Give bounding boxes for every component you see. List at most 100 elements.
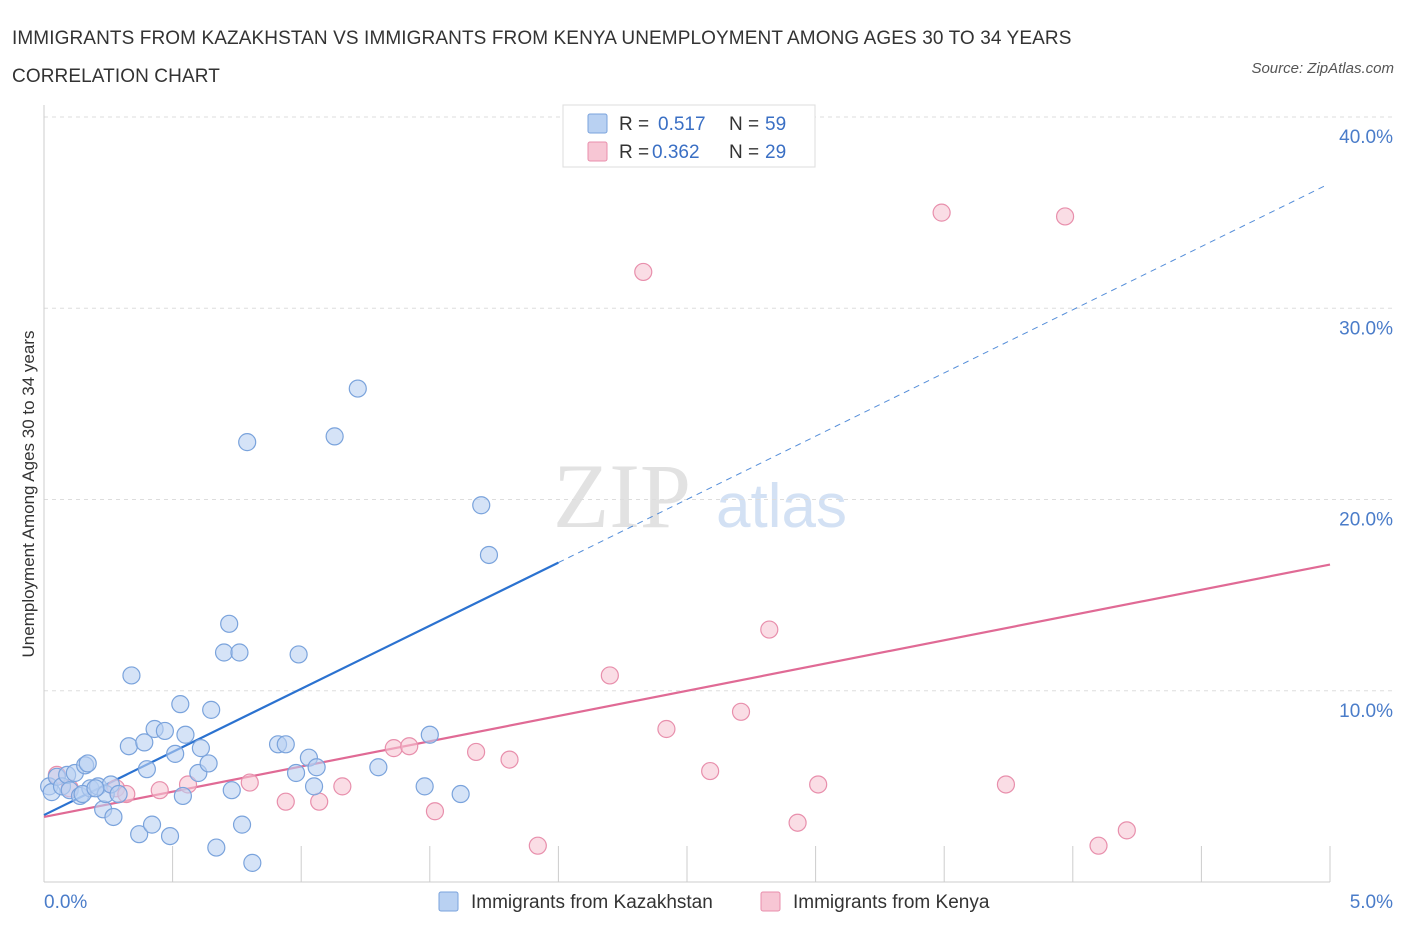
kenya-point (528, 836, 547, 855)
kazakhstan-point (207, 838, 226, 857)
kazakhstan-point (220, 614, 239, 633)
y-axis-title: Unemployment Among Ages 30 to 34 years (19, 331, 38, 658)
series-legend: Immigrants from Kazakhstan Immigrants fr… (438, 891, 990, 913)
y-tick-label: 30.0% (1339, 318, 1393, 339)
y-tick-label: 10.0% (1339, 701, 1393, 722)
kazakhstan-point (109, 784, 128, 804)
kazakhstan-point (122, 666, 141, 685)
kazakhstan-point (130, 825, 149, 844)
kazakhstan-point (289, 645, 308, 664)
kenya-point (1117, 821, 1136, 840)
x-ticks (172, 846, 1331, 882)
kazakhstan-point (86, 779, 105, 798)
kenya-point (150, 781, 169, 800)
kenya-point (932, 203, 951, 222)
watermark-atlas: atlas (716, 472, 847, 541)
kenya-point (760, 620, 779, 639)
kenya-trend-line (43, 563, 1331, 819)
kenya-point (466, 742, 486, 762)
kazakhstan-points (40, 379, 499, 872)
kazakhstan-trend-extension (558, 185, 1326, 564)
kazakhstan-point (119, 737, 138, 756)
kazakhstan-point (191, 739, 210, 758)
kazakhstan-point (199, 754, 218, 773)
kazakhstan-point (472, 496, 491, 515)
legend-n-label-kenya: N = (729, 142, 759, 163)
kenya-point (500, 750, 519, 769)
kazakhstan-point (214, 643, 234, 662)
x-tick-label-max: 5.0% (1350, 892, 1393, 913)
kenya-point (1089, 836, 1108, 855)
kazakhstan-point (202, 700, 221, 719)
kenya-point (600, 666, 619, 685)
watermark-zip: ZIP (553, 445, 691, 547)
kazakhstan-trend-line (43, 561, 559, 817)
kazakhstan-point (243, 853, 262, 872)
kazakhstan-point (286, 763, 306, 783)
kenya-point (731, 702, 751, 721)
kazakhstan-point (166, 744, 185, 763)
kazakhstan-point (348, 379, 367, 398)
kenya-point (788, 813, 807, 832)
chart-source: Source: ZipAtlas.com (1251, 60, 1394, 77)
kazakhstan-point (230, 643, 249, 662)
kazakhstan-point (232, 815, 252, 834)
legend-swatch-kenya (587, 141, 608, 162)
legend-n-value-kenya: 29 (765, 142, 786, 163)
kazakhstan-point (142, 815, 162, 834)
kenya-point (400, 737, 419, 756)
legend-r-value-kenya: 0.362 (652, 142, 700, 163)
kenya-point (657, 719, 676, 739)
trend-lines (43, 185, 1331, 819)
kazakhstan-point (173, 786, 192, 806)
kenya-point (634, 262, 653, 282)
kazakhstan-point (451, 784, 470, 804)
kenya-point (1055, 207, 1075, 226)
kenya-point (384, 739, 403, 758)
y-tick-labels: 10.0% 20.0% 30.0% 40.0% (1339, 127, 1393, 722)
kazakhstan-point (415, 777, 434, 796)
kenya-point (240, 773, 259, 792)
chart-title: IMMIGRANTS FROM KAZAKHSTAN VS IMMIGRANTS… (12, 28, 1072, 87)
y-tick-label: 20.0% (1339, 510, 1393, 531)
legend-r-label-kenya: R = (619, 142, 649, 163)
kazakhstan-point (78, 754, 97, 773)
kazakhstan-point (160, 826, 180, 846)
kenya-point (996, 775, 1016, 794)
legend-n-label-kazakhstan: N = (729, 114, 759, 135)
correlation-legend: R = 0.517 N = 59 R = 0.362 N = 29 (562, 104, 816, 168)
y-tick-label: 40.0% (1339, 127, 1393, 148)
kenya-point (276, 792, 295, 811)
kenya-point (310, 792, 329, 811)
kazakhstan-point (137, 760, 156, 779)
kazakhstan-point (135, 733, 154, 752)
kazakhstan-point (307, 758, 326, 777)
kazakhstan-point (479, 545, 499, 565)
grid-lines (44, 116, 1395, 692)
kazakhstan-point (238, 433, 257, 452)
kazakhstan-point (171, 695, 190, 714)
kazakhstan-point (176, 725, 195, 744)
kenya-point (425, 802, 445, 821)
bottom-legend-swatch-kazakhstan (438, 891, 459, 912)
bottom-legend-label-kenya: Immigrants from Kenya (793, 892, 990, 913)
kazakhstan-point (369, 758, 388, 777)
legend-swatch-kazakhstan (587, 113, 608, 134)
legend-r-label-kazakhstan: R = (619, 114, 649, 135)
kazakhstan-point (420, 725, 439, 744)
kazakhstan-point (222, 781, 241, 800)
kenya-point (809, 775, 828, 794)
kazakhstan-point (276, 735, 295, 754)
kazakhstan-point (304, 777, 324, 796)
legend-r-value-kazakhstan: 0.517 (658, 114, 706, 135)
bottom-legend-label-kazakhstan: Immigrants from Kazakhstan (471, 892, 713, 913)
kazakhstan-point (155, 721, 174, 741)
x-tick-label-min: 0.0% (44, 892, 87, 913)
kazakhstan-point (104, 807, 123, 827)
kazakhstan-point (325, 427, 344, 446)
kenya-point (333, 777, 352, 796)
bottom-legend-swatch-kenya (760, 891, 781, 912)
watermark: ZIP atlas (553, 445, 847, 547)
legend-n-value-kazakhstan: 59 (765, 114, 786, 135)
